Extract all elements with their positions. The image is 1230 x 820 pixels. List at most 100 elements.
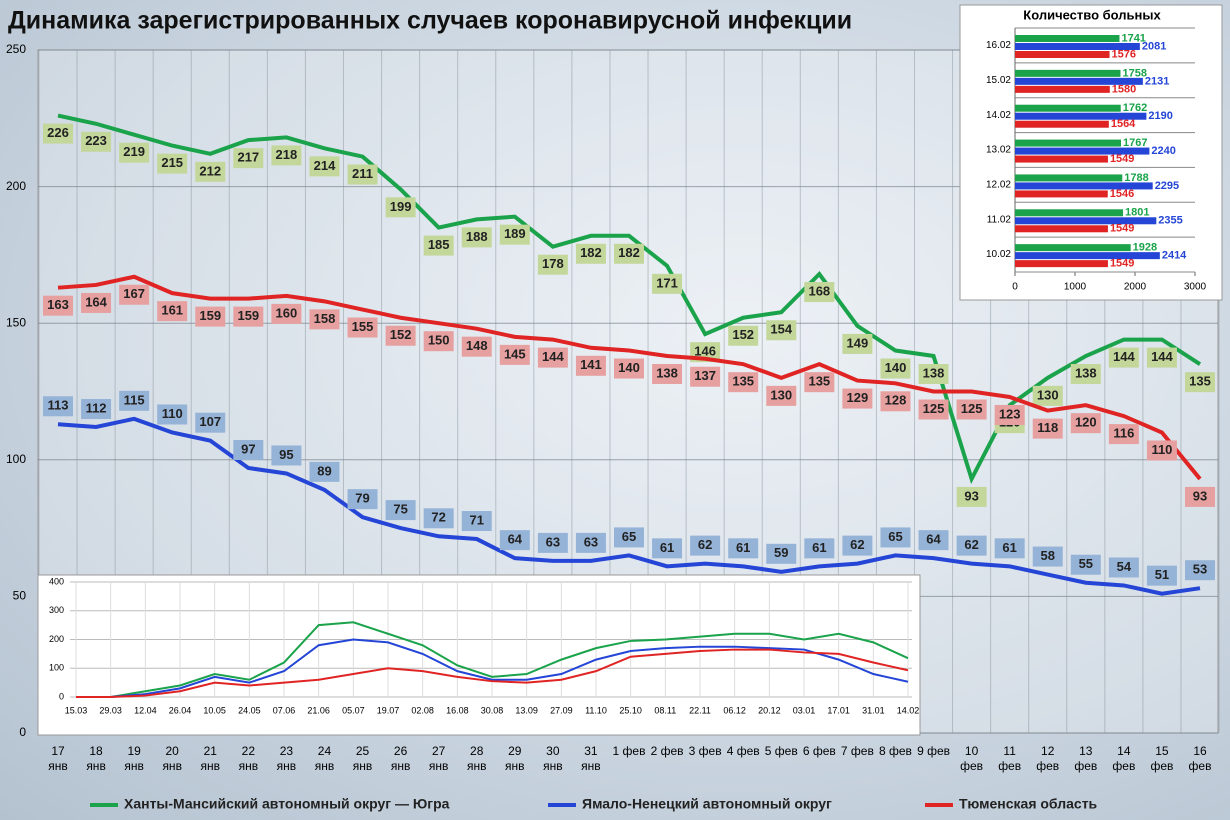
x-tick-label: 17 янв xyxy=(48,744,68,773)
label-box xyxy=(956,486,987,507)
data-label: 2295 xyxy=(1155,180,1179,192)
x-tick-label: 26 янв xyxy=(390,744,411,773)
data-label: 137 xyxy=(694,368,716,383)
label-box xyxy=(385,197,416,218)
data-label: 226 xyxy=(47,125,69,140)
label-box xyxy=(880,358,911,379)
bar xyxy=(1015,139,1122,147)
data-label: 120 xyxy=(1075,415,1097,430)
data-label: 1767 xyxy=(1123,137,1147,149)
label-box xyxy=(347,164,378,185)
bar xyxy=(1015,112,1147,120)
label-box xyxy=(385,325,416,346)
x-tick-label: 7 фев xyxy=(840,744,874,758)
label-box xyxy=(81,292,112,313)
x-tick-label: 20 янв xyxy=(162,744,182,773)
data-label: 63 xyxy=(546,534,560,549)
data-label: 1801 xyxy=(1125,207,1149,219)
x-tick-label: 30 янв xyxy=(543,744,563,773)
label-box xyxy=(43,123,73,144)
data-label: 130 xyxy=(1037,387,1059,402)
x-tick-label: 23 янв xyxy=(276,744,297,773)
data-label: 211 xyxy=(352,166,373,181)
label-box xyxy=(575,532,606,553)
data-label: 79 xyxy=(355,491,369,506)
data-label: 145 xyxy=(504,346,526,361)
legend-label: Ханты-Мансийский автономный округ — Югра xyxy=(124,796,450,812)
x-tick-label: 13.09 xyxy=(515,705,538,715)
bar xyxy=(1015,182,1153,190)
data-label: 1580 xyxy=(1112,83,1136,95)
y-tick-label: 14.02 xyxy=(986,110,1011,121)
data-label: 65 xyxy=(622,529,636,544)
data-label: 152 xyxy=(732,327,754,342)
x-tick-label: 21 янв xyxy=(200,744,221,773)
label-box xyxy=(880,391,911,412)
label-box xyxy=(652,273,683,294)
data-label: 130 xyxy=(770,387,792,402)
x-tick-label: 19 янв xyxy=(124,744,144,773)
x-tick-label: 8 фев xyxy=(878,744,912,758)
label-box xyxy=(1146,565,1177,586)
data-label: 116 xyxy=(1113,426,1134,441)
data-label: 71 xyxy=(469,512,483,527)
x-tick-label: 05.07 xyxy=(342,705,365,715)
data-label: 128 xyxy=(885,393,907,408)
x-tick-label: 12 фев xyxy=(1036,744,1060,773)
label-box xyxy=(842,535,873,556)
x-tick-label: 0 xyxy=(1012,282,1018,293)
data-label: 61 xyxy=(736,540,750,555)
label-box xyxy=(804,372,835,393)
label-box xyxy=(575,355,606,376)
x-tick-label: 07.06 xyxy=(273,705,296,715)
data-label: 171 xyxy=(656,275,678,290)
data-label: 212 xyxy=(199,163,221,178)
data-label: 144 xyxy=(1151,349,1173,364)
x-tick-label: 22.11 xyxy=(689,705,711,715)
label-box xyxy=(1032,418,1063,439)
y-tick-label: 200 xyxy=(49,634,64,644)
series-line xyxy=(76,638,909,698)
data-label: 64 xyxy=(926,532,941,547)
bar xyxy=(1015,217,1157,225)
data-label: 218 xyxy=(276,147,298,162)
x-tick-label: 15.03 xyxy=(65,705,88,715)
label-box xyxy=(461,511,492,532)
data-label: 51 xyxy=(1155,567,1169,582)
data-label: 155 xyxy=(352,319,374,334)
x-tick-label: 24.05 xyxy=(238,705,261,715)
data-label: 64 xyxy=(508,532,523,547)
x-tick-label: 06.12 xyxy=(723,705,746,715)
label-box xyxy=(842,388,873,409)
x-tick-label: 1 фев xyxy=(612,744,646,758)
series-line xyxy=(76,621,909,698)
data-label: 110 xyxy=(1151,442,1172,457)
label-box xyxy=(309,309,340,330)
data-label: 1549 xyxy=(1110,153,1134,165)
bar xyxy=(1015,120,1109,128)
data-label: 163 xyxy=(47,297,69,312)
label-box xyxy=(1108,557,1139,578)
x-tick-label: 16.08 xyxy=(446,705,469,715)
bar xyxy=(1015,225,1108,233)
label-box xyxy=(233,148,264,169)
x-tick-label: 11.10 xyxy=(585,705,607,715)
data-label: 1762 xyxy=(1123,102,1147,114)
label-box xyxy=(347,489,378,510)
x-tick-label: 9 фев xyxy=(917,744,950,758)
x-tick-label: 30.08 xyxy=(481,705,504,715)
bar xyxy=(1015,260,1108,268)
label-box xyxy=(1185,560,1215,581)
series-line xyxy=(57,416,1201,596)
data-label: 223 xyxy=(85,133,107,148)
data-label: 58 xyxy=(1040,548,1054,563)
data-label: 168 xyxy=(808,283,830,298)
label-box xyxy=(842,333,873,354)
data-label: 167 xyxy=(123,286,145,301)
x-tick-label: 2 фев xyxy=(650,744,684,758)
data-label: 93 xyxy=(964,488,978,503)
label-box xyxy=(1070,363,1101,384)
label-box xyxy=(195,306,226,327)
